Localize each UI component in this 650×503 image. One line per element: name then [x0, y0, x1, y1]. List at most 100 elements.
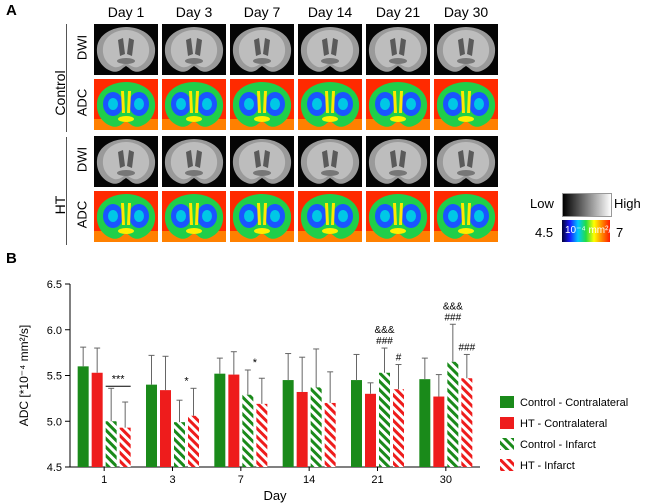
significance-label-5-1: ### — [444, 312, 461, 323]
x-tick-label-21: 21 — [371, 474, 383, 486]
significance-label-5-0: &&& — [443, 301, 463, 312]
adc-colorbar — [562, 220, 610, 242]
bar-0-30 — [419, 379, 431, 467]
bar-2-7 — [242, 394, 254, 467]
mri-tile-dwi-r2-c1 — [162, 136, 226, 187]
day-label-3: Day 3 — [175, 4, 213, 20]
y-tick-label: 5.0 — [47, 416, 62, 428]
bar-3-30 — [461, 378, 473, 467]
bar-0-3 — [146, 384, 157, 467]
bar-1-21 — [365, 393, 376, 467]
legend-swatch-2 — [500, 438, 514, 450]
dwi-colorbar-low-label: Low — [530, 196, 554, 211]
x-axis-label: Day — [263, 488, 287, 503]
mri-tile-adc-r3-c3 — [298, 191, 362, 242]
legend-label-0: Control - Contralateral — [520, 397, 628, 409]
row-label-control-dwi: DWI — [74, 34, 90, 61]
significance-label-4-0: # — [396, 353, 402, 364]
row-label-control-adc: ADC — [74, 88, 90, 117]
bar-0-14 — [282, 380, 294, 467]
y-tick-label: 5.5 — [47, 371, 62, 383]
mri-tile-adc-r1-c1 — [162, 79, 226, 130]
legend-label-1: HT - Contralateral — [520, 418, 607, 430]
bar-2-3 — [174, 422, 185, 467]
y-tick-label: 4.5 — [47, 462, 62, 474]
bar-1-1 — [91, 372, 103, 467]
bar-2-1 — [105, 421, 117, 467]
mri-tile-dwi-r2-c4 — [366, 136, 430, 187]
legend-label-2: Control - Infarct — [520, 439, 596, 451]
bar-2-14 — [310, 387, 322, 467]
day-label-1: Day 1 — [107, 4, 145, 20]
y-tick-label: 6.5 — [47, 279, 62, 291]
bar-3-1 — [119, 427, 131, 467]
panel-b-label: B — [6, 250, 17, 267]
bar-3-21 — [393, 389, 404, 467]
x-tick-label-14: 14 — [303, 474, 315, 486]
significance-label-3-0: &&& — [374, 325, 394, 336]
day-label-30: Day 30 — [443, 4, 489, 20]
day-label-14: Day 14 — [307, 4, 353, 20]
mri-tile-dwi-r2-c0 — [94, 136, 158, 187]
mri-tile-adc-r1-c4 — [366, 79, 430, 130]
mri-tile-dwi-r0-c3 — [298, 24, 362, 75]
bar-3-3 — [188, 415, 199, 467]
bar-3-7 — [256, 403, 268, 467]
legend-swatch-0 — [500, 396, 514, 408]
bar-1-3 — [160, 390, 171, 467]
mri-tile-adc-r3-c2 — [230, 191, 294, 242]
mri-tile-adc-r3-c0 — [94, 191, 158, 242]
significance-label-2: * — [253, 357, 258, 369]
bar-2-21 — [379, 372, 390, 467]
bar-2-30 — [447, 361, 459, 467]
dwi-colorbar-high-label: High — [614, 196, 641, 211]
day-label-7: Day 7 — [243, 4, 281, 20]
bar-0-7 — [214, 373, 226, 467]
legend-label-3: HT - Infarct — [520, 460, 575, 472]
mri-tile-dwi-r0-c2 — [230, 24, 294, 75]
x-tick-label-3: 3 — [169, 474, 175, 486]
mri-tile-adc-r3-c1 — [162, 191, 226, 242]
mri-tile-adc-r3-c5 — [434, 191, 498, 242]
adc-colorbar-max-label: 7 — [616, 225, 624, 240]
bar-1-14 — [296, 391, 308, 467]
significance-label-1: * — [184, 375, 189, 387]
row-label-ht-adc: ADC — [74, 200, 90, 229]
panel-a-label: A — [6, 2, 17, 19]
mri-tile-dwi-r2-c3 — [298, 136, 362, 187]
adc-colorbar-unit: 10⁻⁴ mm²/s — [565, 225, 617, 236]
row-label-ht-dwi: DWI — [74, 146, 90, 173]
legend-swatch-3 — [500, 459, 514, 471]
mri-tile-dwi-r2-c5 — [434, 136, 498, 187]
mri-tile-dwi-r0-c0 — [94, 24, 158, 75]
mri-tile-adc-r1-c3 — [298, 79, 362, 130]
significance-label-0: *** — [112, 373, 126, 385]
day-label-21: Day 21 — [375, 4, 421, 20]
mri-tile-adc-r1-c5 — [434, 79, 498, 130]
x-tick-label-7: 7 — [238, 474, 244, 486]
mri-tile-dwi-r2-c2 — [230, 136, 294, 187]
x-tick-label-30: 30 — [440, 474, 452, 486]
legend-swatch-1 — [500, 417, 514, 429]
y-axis-label: ADC [*10⁻⁴ mm²/s] — [17, 325, 31, 427]
bar-1-7 — [228, 374, 240, 467]
significance-label-6-0: ### — [458, 342, 475, 353]
y-tick-label: 6.0 — [47, 325, 62, 337]
mri-tile-dwi-r0-c4 — [366, 24, 430, 75]
mri-tile-adc-r1-c0 — [94, 79, 158, 130]
mri-tile-dwi-r0-c5 — [434, 24, 498, 75]
bar-1-30 — [433, 396, 445, 467]
adc-bar-chart: 4.5 5.0 5.5 6.0 6.5 ADC [*10⁻⁴ mm²/s] Day 1 3 7 14… — [17, 279, 628, 503]
group-bracket-control — [66, 24, 67, 132]
dwi-colorbar — [562, 193, 612, 217]
adc-colorbar-min-label: 4.5 — [535, 225, 554, 240]
bar-3-14 — [324, 402, 336, 467]
mri-tile-dwi-r0-c1 — [162, 24, 226, 75]
group-bracket-ht — [66, 137, 67, 245]
mri-tile-adc-r1-c2 — [230, 79, 294, 130]
significance-label-3-1: ### — [376, 336, 393, 347]
mri-tile-adc-r3-c4 — [366, 191, 430, 242]
x-tick-label-1: 1 — [101, 474, 107, 486]
bar-0-21 — [351, 380, 362, 467]
bar-0-1 — [77, 366, 89, 467]
